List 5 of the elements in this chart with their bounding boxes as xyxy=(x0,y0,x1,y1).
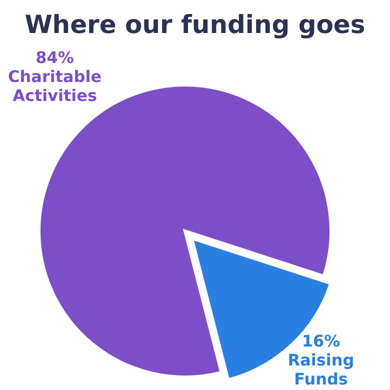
data-label: 84% xyxy=(36,47,74,66)
chart-title: Where our funding goes xyxy=(24,10,366,39)
data-label: 16% xyxy=(302,331,340,350)
slice-label: Raising Funds xyxy=(288,350,354,388)
slice-label: Charitable Activities xyxy=(8,66,102,104)
